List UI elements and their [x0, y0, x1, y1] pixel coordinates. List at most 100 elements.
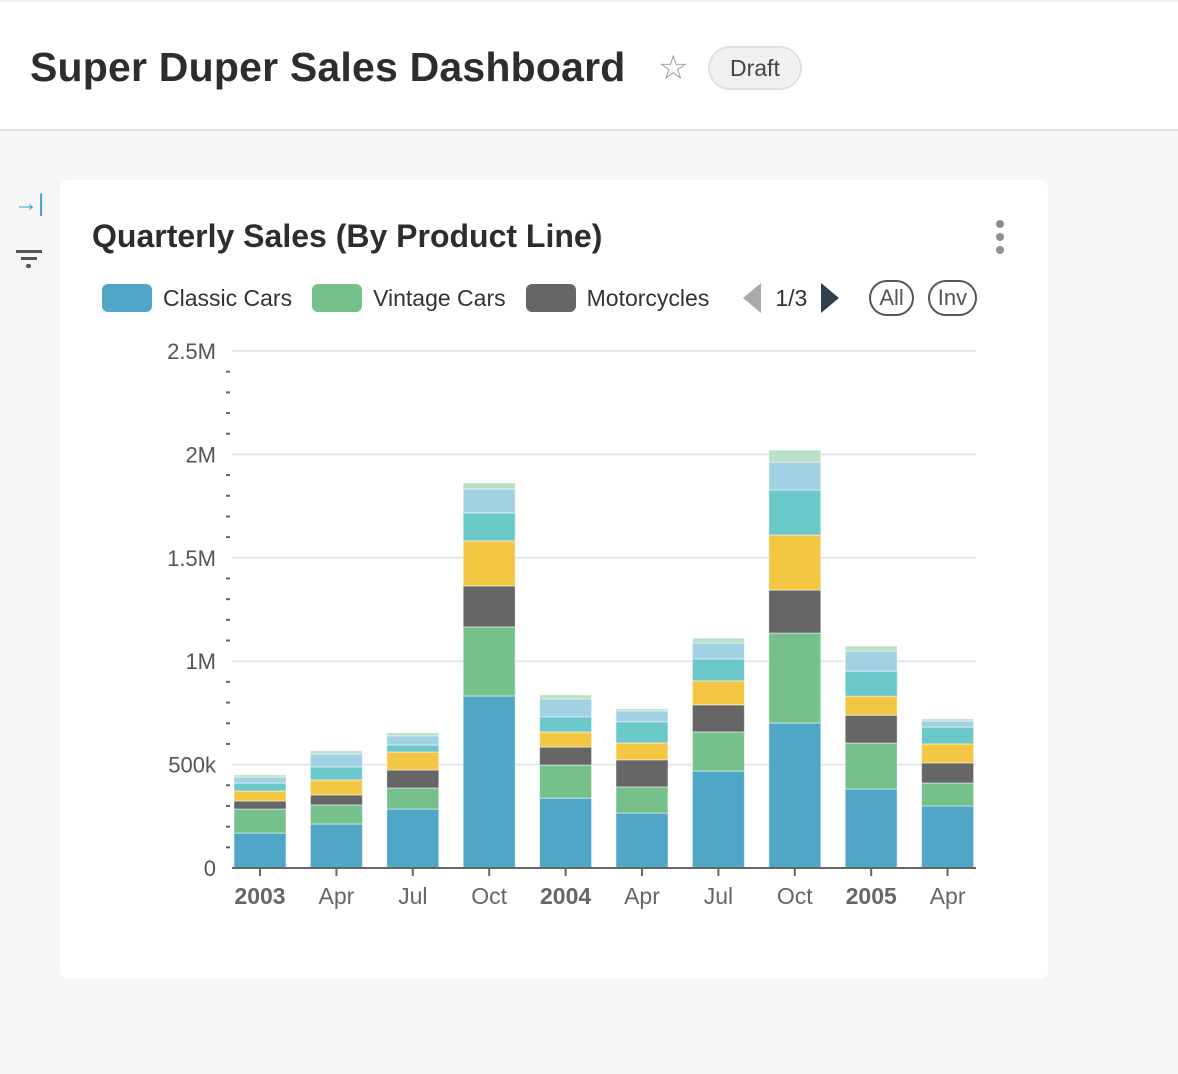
bar-segment	[309, 750, 363, 755]
y-tick-label: 1M	[185, 649, 216, 674]
x-tick-label: Oct	[471, 883, 507, 909]
x-tick-label: 2003	[234, 883, 285, 909]
bar-segment	[844, 788, 898, 869]
filter-icon[interactable]	[16, 250, 42, 268]
legend-select-all-button[interactable]: All	[869, 280, 914, 316]
bar-segment	[233, 776, 287, 784]
dashboard-header: Super Duper Sales Dashboard ☆ Draft	[0, 0, 1178, 131]
bar-segment	[844, 695, 898, 716]
x-tick-label: Jul	[398, 883, 427, 909]
bar-segment	[921, 743, 975, 764]
page-title: Super Duper Sales Dashboard	[30, 44, 626, 90]
bar-segment	[768, 489, 822, 536]
bar-segment	[615, 786, 669, 814]
legend-item-classic-cars[interactable]: Classic Cars	[102, 284, 292, 312]
y-tick-label: 500k	[168, 753, 217, 778]
bar-segment	[462, 695, 516, 869]
legend-item-motorcycles[interactable]: Motorcycles	[525, 284, 710, 312]
bar-segment	[233, 808, 287, 834]
legend-swatch	[525, 284, 576, 312]
bar-segment	[691, 704, 745, 733]
bar-segment	[539, 797, 593, 869]
star-icon[interactable]: ☆	[658, 49, 689, 87]
bar-segment	[539, 698, 593, 718]
bar-segment	[233, 790, 287, 802]
bar-segment	[921, 726, 975, 745]
bar-segment	[462, 585, 516, 628]
bar-segment	[921, 762, 975, 784]
bar-segment	[386, 787, 440, 810]
status-badge[interactable]: Draft	[708, 46, 802, 90]
x-tick-label: Apr	[319, 883, 355, 909]
bar-segment	[386, 769, 440, 789]
legend-next-icon[interactable]	[821, 283, 840, 313]
bar-segment	[233, 800, 287, 810]
bar-segment	[386, 744, 440, 753]
bar-segment	[768, 632, 822, 724]
bar-segment	[233, 774, 287, 778]
bar-segment	[386, 735, 440, 746]
bar-segment	[309, 794, 363, 806]
y-tick-label: 0	[204, 856, 216, 881]
bar-segment	[615, 708, 669, 712]
bar-segment	[309, 779, 363, 796]
bar-segment	[768, 449, 822, 463]
legend-label: Vintage Cars	[373, 284, 506, 311]
bar-segment	[615, 759, 669, 788]
legend-swatch	[312, 284, 363, 312]
chart-title: Quarterly Sales (By Product Line)	[92, 218, 603, 254]
bar-segment	[691, 637, 745, 644]
bar-segment	[615, 742, 669, 761]
bar-segment	[921, 718, 975, 722]
bar-segment	[691, 658, 745, 682]
bar-segment	[691, 770, 745, 869]
legend-label: Classic Cars	[163, 284, 293, 311]
bar-segment	[539, 716, 593, 733]
y-tick-label: 2.5M	[167, 339, 216, 364]
vertical-ellipsis-icon[interactable]	[996, 220, 1006, 254]
x-tick-label: Jul	[704, 883, 733, 909]
bar-segment	[768, 461, 822, 491]
bar-segment	[768, 722, 822, 869]
bar-segment	[539, 694, 593, 700]
bar-segment	[462, 482, 516, 490]
chart-legend: Classic Cars Vintage Cars Motorcycles 1/…	[102, 280, 978, 316]
bar-segment	[844, 742, 898, 790]
bar-segment	[309, 766, 363, 781]
bar-segment	[844, 650, 898, 672]
bar-segment	[844, 714, 898, 744]
bar-segment	[691, 680, 745, 706]
bar-segment	[539, 746, 593, 766]
x-tick-label: Apr	[624, 883, 660, 909]
x-tick-label: Apr	[930, 883, 966, 909]
bar-segment	[309, 753, 363, 768]
legend-inverse-button[interactable]: Inv	[927, 280, 978, 316]
bar-segment	[539, 731, 593, 748]
legend-item-vintage-cars[interactable]: Vintage Cars	[312, 284, 506, 312]
bar-segment	[691, 731, 745, 772]
bar-segment	[462, 512, 516, 542]
legend-swatch	[102, 284, 152, 312]
bar-segment	[844, 670, 898, 697]
x-tick-label: Oct	[777, 883, 813, 909]
bar-segment	[615, 812, 669, 869]
expand-panel-icon[interactable]: →|	[14, 190, 45, 217]
bar-segment	[921, 782, 975, 807]
x-tick-label: 2005	[846, 883, 897, 909]
bar-segment	[309, 804, 363, 825]
bar-segment	[921, 720, 975, 728]
bar-segment	[309, 823, 363, 869]
bar-segment	[386, 732, 440, 737]
bar-segment	[539, 764, 593, 799]
bar-segment	[233, 832, 287, 869]
x-tick-label: 2004	[540, 883, 591, 909]
bar-segment	[462, 488, 516, 514]
y-tick-label: 2M	[185, 442, 216, 467]
legend-page: 1/3	[775, 284, 808, 311]
bar-segment	[768, 534, 822, 591]
bar-segment	[233, 782, 287, 792]
legend-prev-icon[interactable]	[743, 283, 762, 313]
bar-segment	[768, 589, 822, 634]
bar-segment	[462, 540, 516, 587]
legend-label: Motorcycles	[586, 284, 710, 311]
